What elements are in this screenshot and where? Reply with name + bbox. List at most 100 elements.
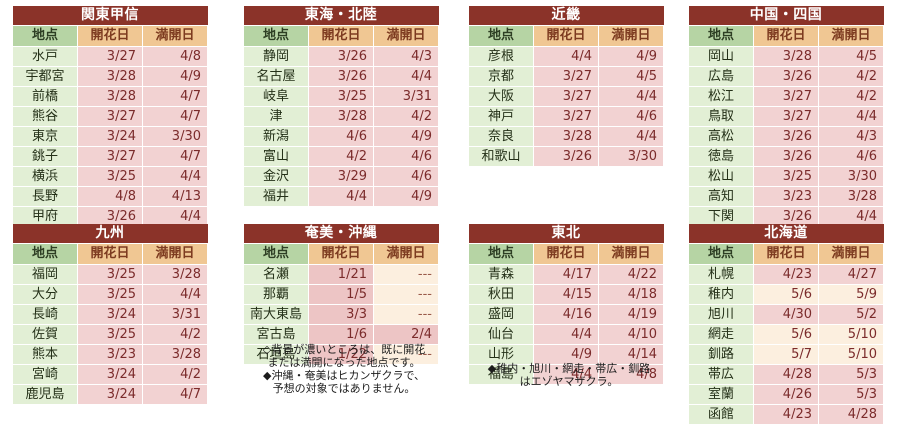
cell-location: 松山 <box>688 166 754 187</box>
table-row: 那覇 1/5 --- <box>243 284 439 305</box>
cell-location: 東京 <box>12 126 78 147</box>
table-row: 釧路 5/7 5/10 <box>688 344 884 365</box>
region-title-kyushu: 九州 <box>12 224 208 244</box>
cell-full-bloom-date: 4/10 <box>598 324 664 345</box>
column-header-full-bloom-date: 満開日 <box>818 243 884 265</box>
cell-location: 稚内 <box>688 284 754 305</box>
cell-location: 仙台 <box>468 324 534 345</box>
cell-bloom-date: 4/16 <box>533 304 599 325</box>
cell-full-bloom-date: 4/4 <box>598 126 664 147</box>
table-row: 熊谷 3/27 4/7 <box>12 106 208 127</box>
cell-bloom-date: 3/28 <box>77 66 143 87</box>
column-header-location: 地点 <box>688 25 754 47</box>
cell-full-bloom-date: 4/6 <box>373 166 439 187</box>
cell-full-bloom-date: 4/6 <box>373 146 439 167</box>
cell-bloom-date: 3/25 <box>308 86 374 107</box>
column-header-bloom-date: 開花日 <box>533 243 599 265</box>
region-title-kinki: 近畿 <box>468 6 664 26</box>
cell-full-bloom-date: 4/2 <box>818 66 884 87</box>
region-title-hokkaido: 北海道 <box>688 224 884 244</box>
table-row: 大阪 3/27 4/4 <box>468 86 664 107</box>
cell-location: 水戸 <box>12 46 78 67</box>
column-header-location: 地点 <box>688 243 754 265</box>
cell-location: 松江 <box>688 86 754 107</box>
cell-full-bloom-date: 4/18 <box>598 284 664 305</box>
cell-bloom-date: 3/27 <box>77 46 143 67</box>
cell-location: 名瀬 <box>243 264 309 285</box>
cell-location: 京都 <box>468 66 534 87</box>
cell-full-bloom-date: 4/9 <box>373 186 439 207</box>
table-row: 帯広 4/28 5/3 <box>688 364 884 385</box>
cell-full-bloom-date: 4/4 <box>598 86 664 107</box>
table-row: 佐賀 3/25 4/2 <box>12 324 208 345</box>
column-header-bloom-date: 開花日 <box>308 25 374 47</box>
cell-bloom-date: 3/26 <box>308 46 374 67</box>
cell-bloom-date: 4/4 <box>533 364 599 385</box>
cell-bloom-date: 1/6 <box>308 324 374 345</box>
column-header-location: 地点 <box>243 243 309 265</box>
cell-bloom-date: 4/2 <box>308 146 374 167</box>
cell-location: 青森 <box>468 264 534 285</box>
table-row: 高知 3/23 3/28 <box>688 186 884 207</box>
cell-location: 彦根 <box>468 46 534 67</box>
cell-bloom-date: 3/26 <box>753 126 819 147</box>
forecast-table-grid: 関東甲信 地点 開花日 満開日 水戸 3/27 4/8 宇都宮 3/28 4/9 前橋 3/28 4/7… <box>12 6 884 425</box>
cell-full-bloom-date: 4/8 <box>598 364 664 385</box>
cell-location: 室蘭 <box>688 384 754 405</box>
table-row: 長崎 3/24 3/31 <box>12 304 208 325</box>
cell-full-bloom-date: 4/4 <box>818 206 884 227</box>
cell-location: 広島 <box>688 66 754 87</box>
cell-location: 福井 <box>243 186 309 207</box>
table-row: 網走 5/6 5/10 <box>688 324 884 345</box>
cell-location: 岐阜 <box>243 86 309 107</box>
column-header-full-bloom-date: 満開日 <box>818 25 884 47</box>
region-table-hokkaido: 北海道 地点 開花日 満開日 札幌 4/23 4/27 稚内 5/6 5/9 旭川 4/30 5/2 網走… <box>688 224 884 425</box>
cell-full-bloom-date: 4/14 <box>598 344 664 365</box>
table-row: 秋田 4/15 4/18 <box>468 284 664 305</box>
table-row: 高松 3/26 4/3 <box>688 126 884 147</box>
cell-bloom-date: 3/25 <box>77 264 143 285</box>
cell-bloom-date: 3/27 <box>533 86 599 107</box>
table-row: 大分 3/25 4/4 <box>12 284 208 305</box>
cell-location: 岡山 <box>688 46 754 67</box>
column-header-bloom-date: 開花日 <box>753 243 819 265</box>
cell-bloom-date: 3/28 <box>533 126 599 147</box>
cell-location: 宮崎 <box>12 364 78 385</box>
cell-location: 長野 <box>12 186 78 207</box>
cell-bloom-date: 3/28 <box>753 46 819 67</box>
cell-bloom-date: 3/24 <box>77 126 143 147</box>
table-row: 鹿児島 3/24 4/7 <box>12 384 208 405</box>
region-table-kinki: 近畿 地点 開花日 満開日 彦根 4/4 4/9 京都 3/27 4/5 大阪 3/27 4/4 神戸 3/… <box>468 6 664 167</box>
cell-location: 帯広 <box>688 364 754 385</box>
cell-full-bloom-date: 4/5 <box>818 46 884 67</box>
cell-full-bloom-date: --- <box>373 344 439 365</box>
table-row: 旭川 4/30 5/2 <box>688 304 884 325</box>
cell-location: 長崎 <box>12 304 78 325</box>
table-row: 札幌 4/23 4/27 <box>688 264 884 285</box>
cell-bloom-date: 3/27 <box>533 106 599 127</box>
cell-bloom-date: 3/28 <box>77 86 143 107</box>
cell-location: 奈良 <box>468 126 534 147</box>
column-header-location: 地点 <box>12 243 78 265</box>
cell-full-bloom-date: 3/31 <box>142 304 208 325</box>
cell-full-bloom-date: 5/3 <box>818 384 884 405</box>
cell-bloom-date: 1/22 <box>308 344 374 365</box>
cell-full-bloom-date: 4/7 <box>142 106 208 127</box>
table-row: 静岡 3/26 4/3 <box>243 46 439 67</box>
cell-full-bloom-date: 4/4 <box>373 66 439 87</box>
table-row: 下関 3/26 4/4 <box>688 206 884 227</box>
column-header-full-bloom-date: 満開日 <box>373 25 439 47</box>
cell-location: 高松 <box>688 126 754 147</box>
column-header-location: 地点 <box>12 25 78 47</box>
table-row: 宮古島 1/6 2/4 <box>243 324 439 345</box>
cell-location: 鹿児島 <box>12 384 78 405</box>
table-row: 東京 3/24 3/30 <box>12 126 208 147</box>
cell-bloom-date: 4/8 <box>77 186 143 207</box>
cell-full-bloom-date: 5/2 <box>818 304 884 325</box>
cell-bloom-date: 5/6 <box>753 284 819 305</box>
cell-bloom-date: 3/24 <box>77 364 143 385</box>
cell-bloom-date: 3/23 <box>753 186 819 207</box>
region-table-kyushu: 九州 地点 開花日 満開日 福岡 3/25 3/28 大分 3/25 4/4 長崎 3/24 3/31 佐… <box>12 224 208 405</box>
cell-location: 札幌 <box>688 264 754 285</box>
cell-location: 静岡 <box>243 46 309 67</box>
